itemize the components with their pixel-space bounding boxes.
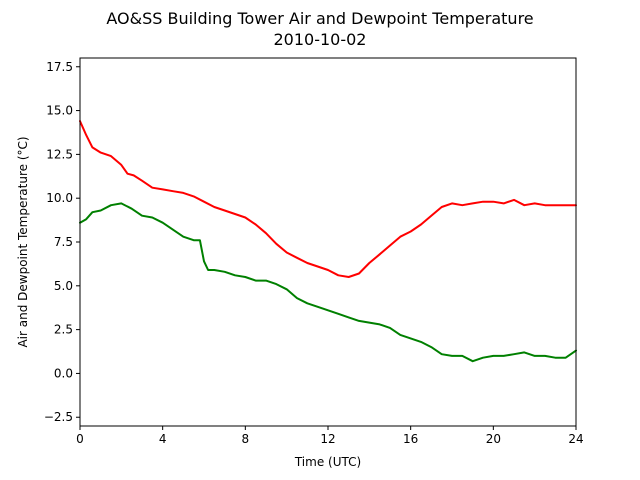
x-tick-label: 12 <box>320 432 335 446</box>
y-tick-label: 10.0 <box>46 191 73 205</box>
x-axis-label: Time (UTC) <box>294 455 361 469</box>
chart-title: AO&SS Building Tower Air and Dewpoint Te… <box>106 9 533 28</box>
x-tick-label: 20 <box>486 432 501 446</box>
y-tick-label: −2.5 <box>44 410 73 424</box>
y-tick-label: 2.5 <box>54 323 73 337</box>
y-tick-label: 0.0 <box>54 366 73 380</box>
x-tick-label: 4 <box>159 432 167 446</box>
plot-lines <box>79 120 577 363</box>
x-tick-label: 0 <box>76 432 84 446</box>
y-tick-label: 5.0 <box>54 279 73 293</box>
x-tick-label: 16 <box>403 432 418 446</box>
y-tick-label: 15.0 <box>46 104 73 118</box>
y-tick-label: 12.5 <box>46 147 73 161</box>
chart-subtitle: 2010-10-02 <box>274 30 367 49</box>
series-line-2 <box>79 202 577 363</box>
y-axis-label: Air and Dewpoint Temperature (°C) <box>16 136 30 347</box>
x-tick-label: 24 <box>568 432 583 446</box>
x-axis: 0 4 8 12 16 20 24 <box>76 426 584 446</box>
x-tick-label: 8 <box>242 432 250 446</box>
y-tick-label: 7.5 <box>54 235 73 249</box>
y-tick-label: 17.5 <box>46 60 73 74</box>
y-axis: −2.5 0.0 2.5 5.0 7.5 10.0 12.5 15.0 17.5 <box>44 60 80 424</box>
series-line-1 <box>79 120 577 278</box>
